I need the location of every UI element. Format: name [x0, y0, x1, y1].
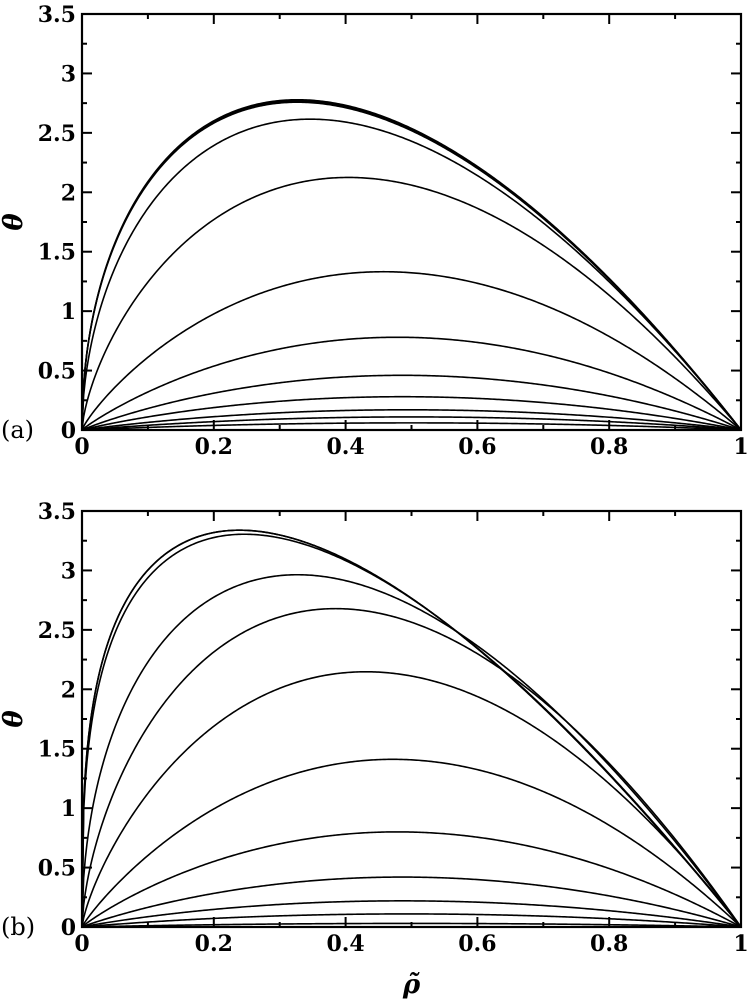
x-tick-label: 1 [733, 931, 747, 957]
y-tick-label: 0 [61, 418, 76, 444]
series-line-1 [81, 422, 742, 431]
series-line-12 [81, 529, 742, 928]
x-tick-label: 0.4 [326, 434, 364, 460]
series-line-4 [81, 876, 742, 928]
plot-frame [80, 509, 743, 929]
y-axis-label: θ [0, 213, 29, 231]
y-tick-label: 3.5 [38, 2, 76, 28]
series-line-11 [81, 529, 742, 928]
series-line-6 [81, 758, 742, 928]
series-line-9 [81, 118, 742, 431]
y-tick-label: 2 [61, 180, 76, 206]
x-tick-label: 0.8 [590, 434, 628, 460]
x-tick-label: 0 [74, 931, 89, 957]
series-line-11 [81, 100, 742, 431]
x-tick-label: 0 [74, 434, 89, 460]
x-tick-label: 0.8 [590, 931, 628, 957]
x-tick-label: 0.2 [195, 931, 233, 957]
panel-b: 0 0.2 0.4 0.6 0.8 1 0 0.5 1 1.5 2 2.5 3 3.5 θ (b) ρ̃ [0, 499, 747, 1000]
panel-label: (b) [1, 913, 35, 941]
x-tick-label: 1 [733, 434, 747, 460]
y-axis-label: θ [0, 710, 29, 728]
series-line-10 [81, 101, 742, 431]
series-line-3 [81, 408, 742, 431]
x-tick-label: 0.2 [195, 434, 233, 460]
series-line-6 [81, 336, 742, 431]
y-tick-label: 1.5 [38, 240, 76, 266]
series-line-5 [81, 374, 742, 431]
series-line-8 [81, 607, 742, 928]
y-tick-label: 2.5 [38, 121, 76, 147]
series-line-8 [81, 176, 742, 431]
y-tick-label: 0.5 [38, 856, 76, 882]
panel-a: 0 0.2 0.4 0.6 0.8 1 0 0.5 1 1.5 2 2.5 3 3.5 θ (a) [0, 2, 747, 460]
y-tick-label: 0 [61, 915, 76, 941]
series-line-5 [81, 831, 742, 928]
series-line-7 [81, 670, 742, 928]
y-tick-label: 0.5 [38, 359, 76, 385]
y-tick-label: 3 [61, 61, 76, 87]
x-axis-label: ρ̃ [402, 970, 421, 1000]
series-line-10 [81, 533, 742, 928]
y-tick-label: 1 [61, 796, 76, 822]
panel-label: (a) [1, 416, 34, 444]
series-line-2 [81, 913, 742, 928]
x-tick-label: 0.6 [458, 434, 496, 460]
series-line-7 [81, 270, 742, 431]
y-tick-label: 3.5 [38, 499, 76, 525]
y-tick-label: 2 [61, 677, 76, 703]
y-tick-label: 2.5 [38, 618, 76, 644]
plot-frame [80, 12, 743, 432]
y-tick-label: 1.5 [38, 737, 76, 763]
y-tick-label: 3 [61, 558, 76, 584]
x-tick-label: 0.4 [326, 931, 364, 957]
series-line-3 [81, 900, 742, 928]
x-tick-label: 0.6 [458, 931, 496, 957]
y-tick-label: 1 [61, 299, 76, 325]
series-line-4 [81, 395, 742, 431]
series-line-2 [81, 416, 742, 431]
series-line-12 [81, 98, 742, 431]
series-line-9 [81, 573, 742, 928]
